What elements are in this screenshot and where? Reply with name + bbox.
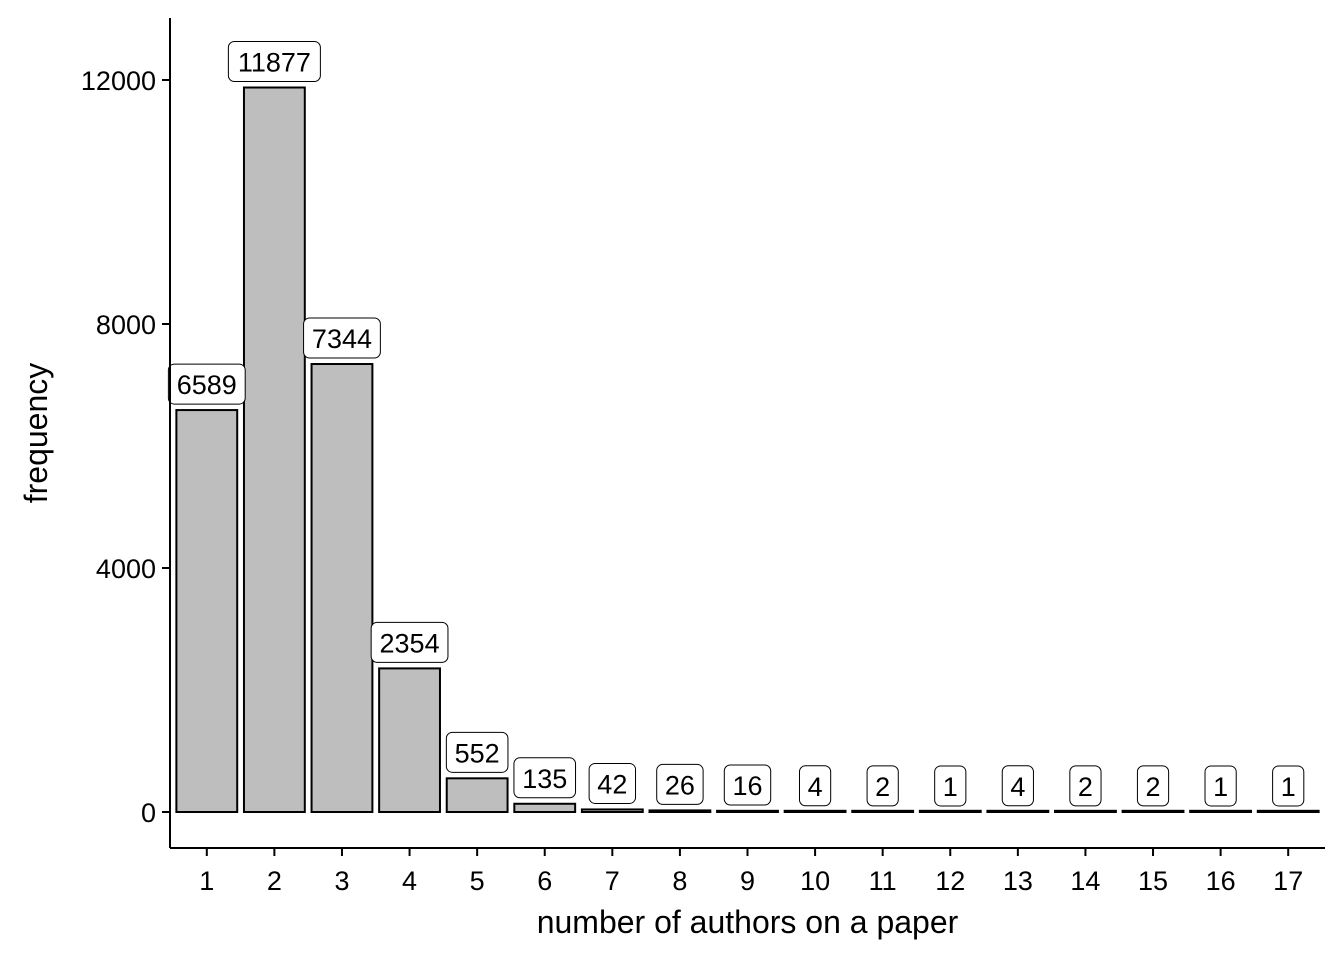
- data-label-box: [1272, 765, 1305, 807]
- bar: [1256, 809, 1320, 813]
- x-tick-label: 15: [1138, 866, 1168, 896]
- y-axis-ticks: 0 4000 8000 12000: [81, 66, 170, 828]
- data-label-text: 2: [1146, 772, 1161, 802]
- data-label-box: [1001, 765, 1034, 807]
- data-label-text: 4: [1010, 772, 1025, 802]
- bar: [1189, 809, 1253, 813]
- bar: [716, 809, 779, 813]
- data-label: 2: [1136, 765, 1170, 807]
- data-label: 2: [1069, 765, 1102, 807]
- bar: [648, 809, 712, 814]
- bar: [242, 86, 306, 814]
- x-tick-label: 2: [267, 866, 282, 896]
- bar: [986, 809, 1050, 813]
- data-label: 4: [1001, 765, 1034, 807]
- bar: [445, 777, 509, 814]
- data-label-box: [513, 757, 577, 799]
- x-tick-label: 1: [199, 866, 214, 896]
- bar: [1054, 809, 1117, 813]
- data-label: 1: [1272, 765, 1305, 807]
- data-label-box: [167, 363, 246, 405]
- x-tick-label: 12: [935, 866, 965, 896]
- data-label: 16: [723, 764, 772, 806]
- data-label: 11877: [227, 41, 321, 83]
- data-label-text: 6589: [177, 370, 237, 400]
- data-label-text: 7344: [312, 324, 372, 354]
- bar: [783, 809, 847, 813]
- x-tick-label: 6: [537, 866, 552, 896]
- x-tick-label: 5: [470, 866, 485, 896]
- data-label-text: 135: [522, 764, 567, 794]
- bars-layer: [175, 86, 1320, 814]
- data-label: 552: [445, 731, 509, 773]
- data-label: 7344: [303, 317, 381, 359]
- data-label: 135: [513, 757, 577, 799]
- data-label-box: [303, 317, 381, 359]
- data-label: 1: [934, 765, 967, 807]
- data-label-box: [370, 621, 449, 663]
- x-axis-ticks: 1 2 3 4 5 6 7 8 9 10 11 12 13 14 15 16 17: [199, 848, 1303, 896]
- data-label-text: 552: [455, 738, 500, 768]
- x-tick-label: 3: [334, 866, 349, 896]
- data-label-box: [723, 764, 772, 806]
- y-tick-label: 8000: [96, 310, 156, 340]
- x-tick-label: 10: [800, 866, 830, 896]
- data-label-text: 42: [597, 769, 627, 799]
- data-label-text: 26: [665, 770, 695, 800]
- bar: [918, 809, 982, 813]
- bar: [851, 809, 915, 813]
- data-label: 2354: [370, 621, 449, 663]
- data-label-box: [934, 765, 967, 807]
- data-label-box: [866, 765, 899, 807]
- x-tick-label: 8: [672, 866, 687, 896]
- bar: [378, 667, 441, 813]
- data-label-box: [656, 763, 704, 805]
- x-tick-label: 11: [869, 866, 897, 896]
- data-label-text: 2: [1078, 772, 1093, 802]
- data-label-text: 16: [732, 771, 762, 801]
- data-label-text: 2354: [380, 628, 440, 658]
- x-tick-label: 9: [740, 866, 755, 896]
- data-label-text: 4: [808, 772, 823, 802]
- data-label-text: 1: [943, 772, 958, 802]
- data-label-text: 1: [1213, 772, 1228, 802]
- data-label-box: [588, 762, 637, 804]
- data-label-box: [227, 41, 321, 83]
- data-label-text: 1: [1281, 772, 1296, 802]
- data-label: 42: [588, 762, 637, 804]
- data-label-text: 11877: [238, 48, 311, 78]
- y-tick-label: 4000: [96, 554, 156, 584]
- data-label: 6589: [167, 363, 246, 405]
- bar: [175, 409, 239, 813]
- data-label-box: [1069, 765, 1102, 807]
- y-tick-label: 12000: [81, 66, 156, 96]
- data-label-text: 2: [875, 772, 890, 802]
- x-tick-label: 13: [1003, 866, 1033, 896]
- data-label-box: [798, 765, 832, 807]
- data-label-box: [445, 731, 509, 773]
- x-tick-label: 4: [402, 866, 417, 896]
- y-tick-label: 0: [141, 798, 156, 828]
- bar: [310, 363, 374, 813]
- x-tick-label: 17: [1273, 866, 1303, 896]
- data-label: 1: [1204, 765, 1237, 807]
- x-tick-label: 7: [605, 866, 620, 896]
- bar: [513, 802, 577, 814]
- data-label-box: [1204, 765, 1237, 807]
- bar: [1121, 809, 1185, 813]
- data-label: 2: [866, 765, 899, 807]
- data-label: 4: [798, 765, 832, 807]
- x-tick-label: 14: [1070, 866, 1100, 896]
- y-axis-title: frequency: [18, 363, 54, 504]
- x-tick-label: 16: [1206, 866, 1236, 896]
- x-axis-title: number of authors on a paper: [537, 904, 959, 940]
- data-label-box: [1136, 765, 1170, 807]
- bar: [580, 808, 644, 813]
- data-label: 26: [656, 763, 704, 805]
